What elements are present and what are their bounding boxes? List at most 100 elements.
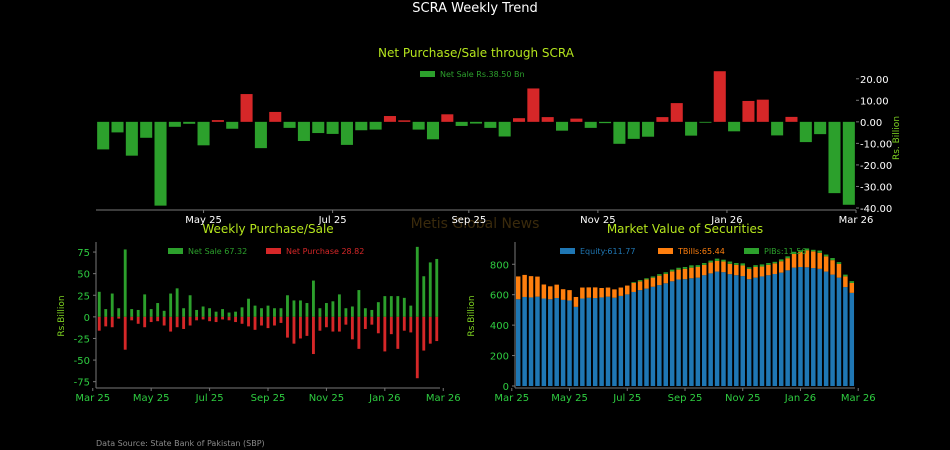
weekly-sale-bar [409, 305, 413, 317]
market-equity-bar [791, 267, 797, 386]
watermark: Metis Global News [410, 216, 540, 232]
market-equity-bar [605, 296, 611, 386]
market-pibs-bar [734, 263, 739, 265]
weekly-ytick-label: 75 [77, 248, 90, 259]
weekly-ytick-label: -25 [74, 334, 90, 345]
market-equity-bar [734, 275, 739, 386]
market-equity-bar [849, 292, 855, 386]
net-bar [756, 99, 769, 122]
net-bar [842, 121, 855, 205]
net-ytick-label: -40.00 [860, 204, 892, 215]
net-bar [355, 121, 368, 131]
weekly-purchase-bar [279, 316, 283, 323]
market-equity-bar [836, 277, 842, 386]
market-tbills-bar [772, 263, 778, 274]
weekly-sale-bar [221, 309, 224, 317]
market-tbills-bar [753, 267, 758, 278]
weekly-purchase-bar [415, 316, 419, 379]
net-bar [627, 121, 640, 139]
weekly-sale-bar [363, 308, 367, 317]
net-chart-title: Net Purchase/Sale through SCRA [378, 46, 575, 60]
weekly-purchase-bar [286, 316, 289, 338]
weekly-sale-bar [110, 293, 114, 317]
weekly-sale-bar [266, 305, 270, 317]
market-pibs-bar [721, 259, 726, 262]
market-equity-bar [637, 290, 643, 386]
market-equity-bar [522, 296, 527, 386]
weekly-ylabel: Rs.Billion [57, 295, 67, 336]
market-pibs-bar [695, 265, 701, 267]
market-tbills-bar [599, 288, 604, 298]
market-equity-bar [714, 271, 720, 386]
market-legend-tbills-label: TBills:65.44 [677, 247, 725, 256]
market-tbills-bar [663, 273, 668, 284]
market-tbills-bar [836, 263, 842, 278]
market-equity-bar [567, 300, 572, 386]
market-equity-bar [535, 296, 540, 386]
market-pibs-bar [766, 263, 771, 265]
net-ytick-label: 0.00 [860, 118, 882, 129]
market-equity-bar [676, 279, 681, 386]
market-legend-equity-label: Equity:611.77 [580, 247, 635, 256]
market-pibs-bar [637, 280, 643, 282]
weekly-sale-bar [422, 276, 426, 317]
market-equity-bar [625, 294, 630, 386]
market-tbills-bar [740, 265, 745, 277]
net-bar [154, 121, 167, 206]
weekly-purchase-bar [162, 316, 166, 326]
market-tbills-bar [535, 276, 540, 297]
weekly-sale-bar [227, 312, 231, 317]
market-tbills-bar [528, 276, 534, 298]
market-pibs-bar [689, 265, 694, 268]
market-equity-bar [740, 276, 745, 386]
weekly-sale-bar [260, 308, 263, 317]
market-pibs-bar [811, 249, 816, 252]
weekly-xtick-label: May 25 [133, 393, 170, 404]
weekly-purchase-bar [376, 316, 380, 334]
market-equity-bar [644, 288, 649, 386]
market-tbills-bar [644, 279, 649, 289]
market-tbills-bar [734, 264, 739, 276]
market-tbills-bar [669, 271, 675, 282]
weekly-legend-sale-label: Net Sale 67.32 [188, 247, 247, 256]
net-bar [742, 100, 755, 122]
market-tbills-bar [682, 268, 688, 280]
weekly-purchase-bar [123, 316, 127, 350]
market-equity-bar [554, 298, 559, 386]
weekly-legend-purchase-label: Net Purchase 28.82 [286, 247, 364, 256]
weekly-sale-bar [324, 303, 328, 317]
weekly-purchase-bar [299, 316, 302, 339]
weekly-sale-bar [188, 295, 192, 317]
weekly-purchase-bar [253, 316, 257, 330]
weekly-legend-sale-swatch [168, 248, 183, 254]
market-pibs-bar [663, 272, 668, 274]
net-bar [512, 118, 526, 122]
weekly-purchase-bar [396, 316, 400, 349]
market-pibs-bar [702, 263, 707, 265]
weekly-purchase-bar [104, 316, 108, 327]
market-equity-bar [657, 285, 662, 386]
market-tbills-bar [580, 287, 585, 299]
weekly-purchase-bar [422, 316, 426, 351]
net-bar [168, 121, 181, 127]
market-tbills-bar [823, 256, 829, 272]
weekly-sale-bar [350, 306, 354, 317]
weekly-purchase-bar [247, 316, 250, 327]
market-equity-bar [515, 299, 521, 386]
market-tbills-bar [695, 267, 701, 278]
market-pibs-bar [791, 251, 797, 254]
market-equity-bar [817, 268, 822, 386]
weekly-xtick-label: Jan 26 [368, 393, 400, 404]
net-ytick-label: -10.00 [860, 139, 892, 150]
market-pibs-bar [676, 267, 681, 270]
weekly-purchase-bar [318, 316, 322, 331]
market-tbills-bar [721, 261, 726, 273]
weekly-purchase-bar [188, 316, 192, 326]
weekly-xtick-label: Nov 25 [309, 393, 344, 404]
market-pibs-bar [778, 259, 784, 262]
net-bar [183, 121, 196, 124]
market-chart-title: Market Value of Securities [607, 222, 763, 236]
market-tbills-bar [515, 276, 521, 300]
net-bar [240, 94, 253, 122]
weekly-chart-title: Weekly Purchase/Sale [202, 222, 333, 236]
